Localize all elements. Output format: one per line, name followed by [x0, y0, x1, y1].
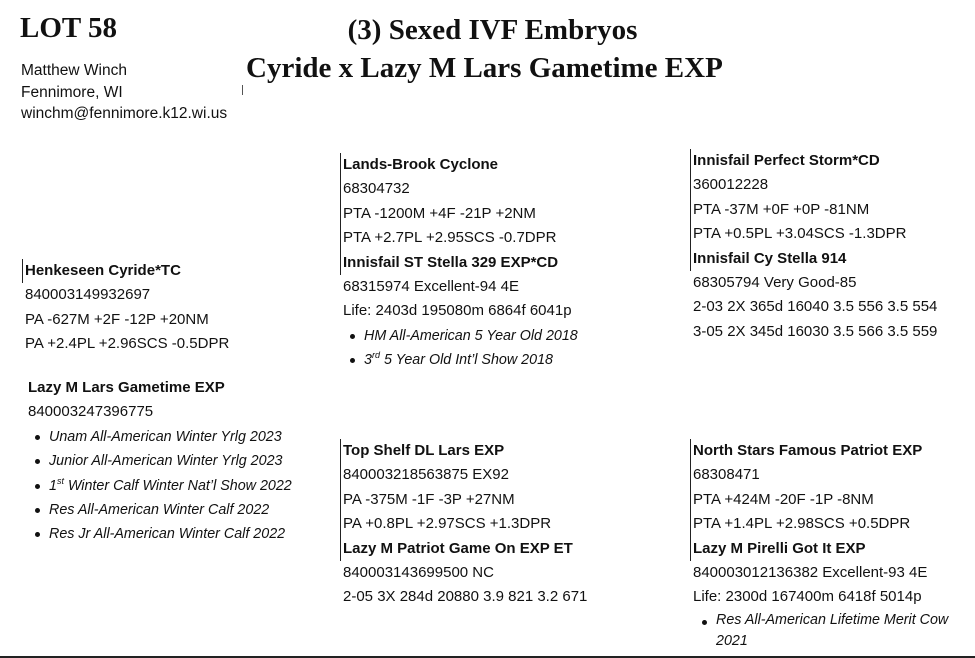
- cursor-mark: [242, 85, 243, 95]
- dd-sire-reg: 68308471: [690, 463, 968, 488]
- dam-sire-name: Top Shelf DL Lars EXP: [340, 439, 587, 464]
- ssd-block: Innisfail Perfect Storm*CD 360012228 PTA…: [690, 149, 938, 344]
- ssd-sire-reg: 360012228: [690, 173, 937, 198]
- dd-dam-honor: Res All-American Lifetime Merit Cow 2021: [693, 610, 968, 652]
- consignor-info: Matthew Winch Fennimore, WI winchm@fenni…: [21, 60, 227, 125]
- ssd-sire-name: Innisfail Perfect Storm*CD: [690, 149, 937, 174]
- ssd-dam-record-2: 3-05 2X 345d 16030 3.5 566 3.5 559: [693, 322, 938, 340]
- sire-sire-name: Lands-Brook Cyclone: [340, 153, 578, 178]
- dam-block: Lazy M Lars Gametime EXP 840003247396775…: [28, 376, 292, 547]
- dam-dam-name: Lazy M Patriot Game On EXP ET: [340, 536, 587, 562]
- dd-dam-name: Lazy M Pirelli Got It EXP: [690, 536, 968, 562]
- dd-sire-name: North Stars Famous Patriot EXP: [690, 439, 968, 464]
- dam-sire-reg: 840003218563875 EX92: [340, 463, 587, 488]
- sire-proof-2: PA +2.4PL +2.96SCS -0.5DPR: [25, 335, 230, 353]
- sire-reg: 840003149932697: [25, 286, 151, 304]
- bottom-rule: [0, 656, 975, 658]
- dam-honor: Junior All-American Winter Yrlg 2023: [26, 449, 292, 473]
- lot-subtitle: Cyride x Lazy M Lars Gametime EXP: [246, 52, 723, 84]
- dam-honor: Res All-American Winter Calf 2022: [26, 498, 292, 522]
- dd-dam-honors: Res All-American Lifetime Merit Cow 2021: [693, 610, 968, 652]
- sire-sire-proof-2: PTA +2.7PL +2.95SCS -0.7DPR: [340, 226, 578, 251]
- dd-sire-proof-1: PTA +424M -20F -1P -8NM: [690, 487, 968, 513]
- ssd-dam-name: Innisfail Cy Stella 914: [690, 246, 937, 272]
- sire-block: Henkeseen Cyride*TC 840003149932697 PA -…: [22, 259, 230, 357]
- sire-sire-proof-1: PTA -1200M +4F -21P +2NM: [340, 201, 578, 227]
- ssd-sire-proof-2: PTA +0.5PL +3.04SCS -1.3DPR: [690, 222, 937, 247]
- dam-honor: Unam All-American Winter Yrlg 2023: [26, 425, 292, 449]
- dam-dam-record-1: 2-05 3X 284d 20880 3.9 821 3.2 671: [343, 588, 588, 606]
- sire-dam-reg: 68315974 Excellent-94 4E: [343, 278, 519, 296]
- dam-honor: 1st Winter Calf Winter Nat’l Show 2022: [26, 474, 292, 498]
- ssd-sire-proof-1: PTA -37M +0F +0P -81NM: [690, 197, 937, 223]
- dam-sire-proof-2: PA +0.8PL +2.97SCS +1.3DPR: [340, 512, 587, 537]
- lot-number: LOT 58: [20, 12, 117, 44]
- ssd-dam-reg: 68305794 Very Good-85: [693, 274, 857, 292]
- sire-name: Henkeseen Cyride*TC: [22, 259, 229, 284]
- dd-dam-reg: 840003012136382 Excellent-93 4E: [693, 564, 928, 582]
- sire-sire-reg: 68304732: [340, 177, 578, 202]
- consignor-name: Matthew Winch: [21, 62, 127, 79]
- dam-sire-proof-1: PA -375M -1F -3P +27NM: [340, 487, 587, 513]
- sire-proof-1: PA -627M +2F -12P +20NM: [25, 310, 209, 328]
- dd-sire-proof-2: PTA +1.4PL +2.98SCS +0.5DPR: [690, 512, 968, 537]
- ssd-dam-record-1: 2-03 2X 365d 16040 3.5 556 3.5 554: [693, 298, 938, 316]
- dam-honor: Res Jr All-American Winter Calf 2022: [26, 522, 292, 546]
- sire-dam-name: Innisfail ST Stella 329 EXP*CD: [340, 250, 578, 276]
- dam-name: Lazy M Lars Gametime EXP: [28, 379, 225, 396]
- dam-dam-reg: 840003143699500 NC: [343, 564, 494, 582]
- sire-dam-honor: HM All-American 5 Year Old 2018: [341, 324, 578, 348]
- dd-dam-life: Life: 2300d 167400m 6418f 5014p: [693, 588, 922, 606]
- sire-dam-honor: 3rd 5 Year Old Int’l Show 2018: [341, 348, 578, 372]
- sire-sire-block: Lands-Brook Cyclone 68304732 PTA -1200M …: [340, 153, 578, 373]
- consignor-location: Fennimore, WI: [21, 83, 123, 101]
- sire-dam-honors: HM All-American 5 Year Old 2018 3rd 5 Ye…: [341, 324, 578, 373]
- dam-honors: Unam All-American Winter Yrlg 2023 Junio…: [26, 425, 292, 547]
- dam-sire-block: Top Shelf DL Lars EXP 840003218563875 EX…: [340, 439, 588, 610]
- sire-dam-life: Life: 2403d 195080m 6864f 6041p: [343, 302, 572, 320]
- lot-title: (3) Sexed IVF Embryos: [347, 14, 638, 46]
- dam-reg: 840003247396775: [28, 403, 154, 421]
- consignor-email: winchm@fennimore.k12.wi.us: [21, 105, 228, 122]
- dd-block: North Stars Famous Patriot EXP 68308471 …: [690, 439, 968, 652]
